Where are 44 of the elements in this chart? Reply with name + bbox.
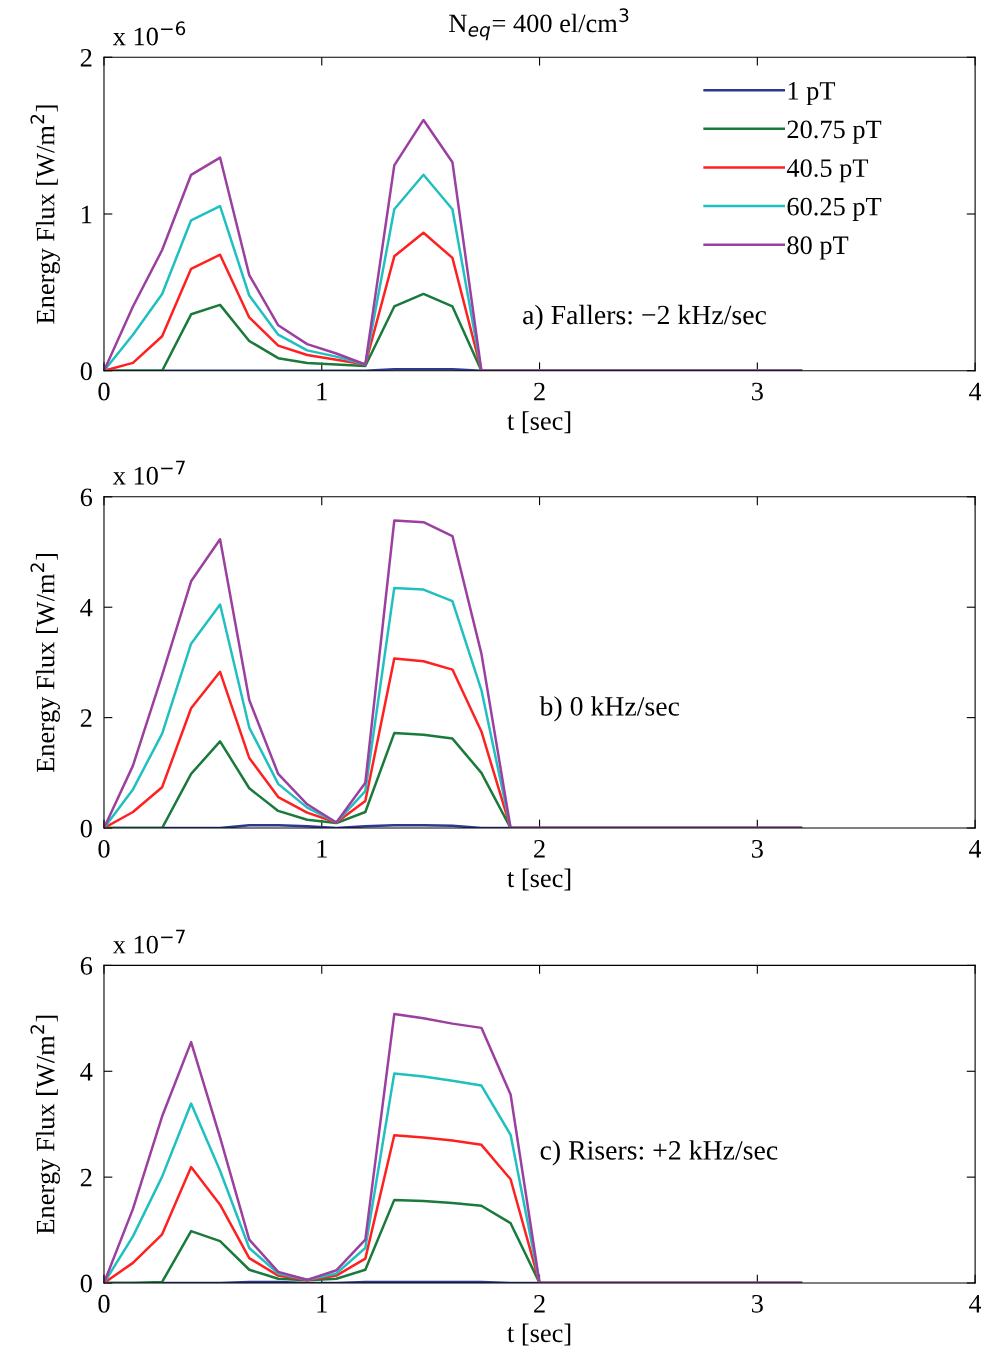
legend-label: 1 pT bbox=[788, 82, 836, 106]
annotation: a) Fallers: −2 kHz/sec bbox=[523, 304, 767, 331]
y-tick-label: 0 bbox=[80, 362, 92, 381]
y-tick-label: 1 bbox=[82, 205, 92, 224]
y-tick-label: 6 bbox=[80, 488, 93, 507]
annotation: c) Risers: +2 kHz/sec bbox=[540, 1140, 778, 1166]
legend-label: 20.75 pT bbox=[787, 120, 882, 144]
x-tick-label: 1 bbox=[317, 382, 327, 401]
x-tick-label: 4 bbox=[969, 840, 981, 858]
y-axis-title: Energy Flux [W/m$^{2}$] bbox=[30, 105, 60, 324]
y-tick-label: 2 bbox=[80, 1168, 92, 1187]
x-axis-title: t [sec] bbox=[507, 1323, 571, 1346]
y-tick-label: 0 bbox=[80, 1274, 92, 1293]
x-tick-label: 4 bbox=[969, 382, 981, 401]
y-tick-label: 2 bbox=[80, 709, 92, 727]
annotation: b) 0 kHz/sec bbox=[539, 696, 680, 722]
x-tick-label: 3 bbox=[752, 382, 763, 401]
x-tick-label: 2 bbox=[534, 839, 545, 858]
x-axis-title: t [sec] bbox=[507, 868, 571, 891]
text: x 10$^{−7}$ bbox=[112, 929, 185, 954]
text: x 10$^{−6}$ bbox=[112, 21, 186, 46]
y-tick-label: 0 bbox=[80, 819, 92, 838]
y-axis-title: Energy Flux [W/m$^{2}$] bbox=[30, 553, 60, 773]
y-tick-label: 6 bbox=[80, 957, 93, 975]
chart-title: N$_{eq}$= 400 el/cm$^{3}$ bbox=[449, 8, 629, 41]
x-tick-label: 0 bbox=[98, 1294, 110, 1313]
x-tick-label: 3 bbox=[752, 1294, 763, 1313]
x-tick-label: 3 bbox=[752, 839, 763, 858]
x-tick-label: 0 bbox=[98, 382, 110, 401]
x-tick-label: 2 bbox=[534, 382, 545, 401]
x-tick-label: 1 bbox=[317, 1294, 327, 1313]
legend-label: 40.5 pT bbox=[786, 159, 869, 183]
y-axis-title: Energy Flux [W/m$^{2}$] bbox=[30, 1015, 60, 1234]
y-tick-label: 4 bbox=[80, 1063, 93, 1081]
y-tick-label: 2 bbox=[80, 48, 92, 67]
x-tick-label: 0 bbox=[98, 839, 110, 858]
x-tick-label: 4 bbox=[969, 1295, 981, 1313]
x-tick-label: 1 bbox=[317, 840, 327, 858]
text: x 10$^{−7}$ bbox=[112, 460, 185, 485]
x-tick-label: 2 bbox=[534, 1294, 545, 1313]
legend-label: 60.25 pT bbox=[787, 197, 882, 221]
legend-label: 80 pT bbox=[787, 236, 849, 260]
y-tick-label: 4 bbox=[80, 599, 93, 617]
x-axis-title: t [sec] bbox=[507, 411, 571, 434]
